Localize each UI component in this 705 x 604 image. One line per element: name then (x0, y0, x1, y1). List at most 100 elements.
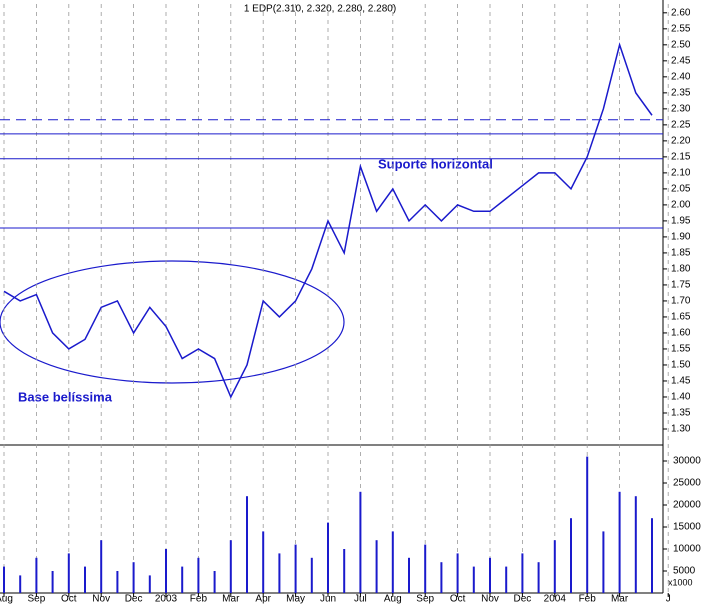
y2-tick-label: 20000 (673, 500, 701, 511)
x-tick-label: Oct (450, 594, 466, 604)
volume-bar (634, 496, 637, 593)
volume-bar (391, 531, 394, 593)
volume-bar (19, 575, 22, 593)
volume-bar (181, 566, 184, 593)
volume-bar (67, 553, 70, 593)
annotation: Base belíssima (18, 389, 113, 404)
volume-bar (165, 549, 167, 593)
y-tick-label: 1.65 (671, 312, 691, 323)
y2-tick-label: 15000 (673, 522, 701, 533)
annotation: Suporte horizontal (378, 156, 493, 171)
x-tick-label: Feb (190, 594, 208, 604)
volume-bar (262, 531, 265, 593)
volume-bar (553, 540, 556, 593)
volume-bar (294, 544, 297, 593)
x-tick-label: Oct (61, 594, 77, 604)
y-tick-label: 1.70 (671, 296, 691, 307)
y-tick-label: 2.20 (671, 136, 691, 147)
y-tick-label: 2.30 (671, 103, 691, 114)
volume-bar (327, 522, 329, 593)
x-tick-label: 2003 (155, 594, 178, 604)
volume-bar (586, 456, 589, 593)
volume-bar (521, 553, 524, 593)
y-tick-label: 1.40 (671, 392, 691, 403)
y-tick-label: 1.55 (671, 344, 691, 355)
x-tick-label: J (666, 594, 671, 604)
x-tick-label: Feb (579, 594, 597, 604)
x-tick-label: May (286, 594, 305, 604)
volume-bar (618, 491, 621, 593)
y-tick-label: 1.90 (671, 232, 691, 243)
volume-unit: x1000 (668, 577, 693, 587)
base-ellipse (0, 260, 345, 384)
x-tick-label: Sep (28, 594, 46, 604)
y-tick-label: 1.60 (671, 328, 691, 339)
y-tick-label: 1.80 (671, 264, 691, 275)
volume-bar (343, 549, 346, 593)
x-tick-label: Dec (514, 594, 532, 604)
x-tick-label: Dec (125, 594, 143, 604)
volume-bar (197, 557, 200, 593)
y-tick-label: 2.05 (671, 184, 691, 195)
y2-tick-label: 10000 (673, 544, 701, 555)
volume-bar (213, 571, 216, 593)
y-tick-label: 1.85 (671, 248, 691, 259)
y-tick-label: 2.00 (671, 200, 691, 211)
volume-bar (408, 557, 410, 593)
y-tick-label: 1.45 (671, 376, 691, 387)
volume-bar (456, 553, 459, 593)
x-tick-label: Nov (92, 594, 110, 604)
volume-bar (116, 571, 119, 593)
y-tick-label: 2.60 (671, 7, 691, 18)
y-tick-label: 2.10 (671, 168, 691, 179)
y2-tick-label: 30000 (673, 456, 701, 467)
volume-bar (440, 562, 443, 593)
volume-bar (84, 566, 86, 593)
volume-bar (100, 540, 103, 593)
chart-title: 1 EDP(2.310, 2.320, 2.280, 2.280) (244, 4, 396, 15)
x-tick-label: Mar (611, 594, 629, 604)
price-line (3, 42, 653, 399)
volume-bar (570, 518, 572, 593)
y-tick-label: 2.55 (671, 23, 691, 34)
y-tick-label: 1.95 (671, 216, 691, 227)
volume-bar (472, 566, 475, 593)
x-tick-label: Jul (354, 594, 367, 604)
volume-bar (148, 575, 151, 593)
x-tick-label: 2004 (544, 594, 567, 604)
x-tick-label: Nov (481, 594, 499, 604)
volume-bar (505, 566, 508, 593)
volume-bar (537, 562, 540, 593)
volume-bar (229, 540, 232, 593)
volume-bar (132, 562, 135, 593)
volume-bar (375, 540, 378, 593)
y-tick-label: 2.50 (671, 39, 691, 50)
y-tick-label: 2.35 (671, 87, 691, 98)
y2-tick-label: 25000 (673, 478, 701, 489)
volume-bar (278, 553, 281, 593)
y-tick-label: 2.40 (671, 71, 691, 82)
x-tick-label: Aug (0, 594, 13, 604)
volume-bar (310, 557, 313, 593)
y-tick-label: 1.50 (671, 360, 691, 371)
volume-bar (424, 544, 427, 593)
volume-bar (51, 571, 54, 593)
volume-bar (651, 518, 653, 593)
volume-bar (246, 496, 248, 593)
volume-bar (489, 557, 491, 593)
y-tick-label: 1.35 (671, 408, 691, 419)
y2-tick-label: 5000 (673, 566, 696, 577)
volume-bar (602, 531, 605, 593)
x-tick-label: Jun (320, 594, 336, 604)
x-tick-label: Aug (384, 594, 402, 604)
x-tick-label: Apr (255, 594, 271, 604)
volume-bar (35, 557, 38, 593)
y-tick-label: 2.15 (671, 152, 691, 163)
y-tick-label: 2.45 (671, 55, 691, 66)
y-tick-label: 1.75 (671, 280, 691, 291)
volume-bar (3, 566, 5, 593)
y-tick-label: 2.25 (671, 119, 691, 130)
x-tick-label: Mar (222, 594, 240, 604)
